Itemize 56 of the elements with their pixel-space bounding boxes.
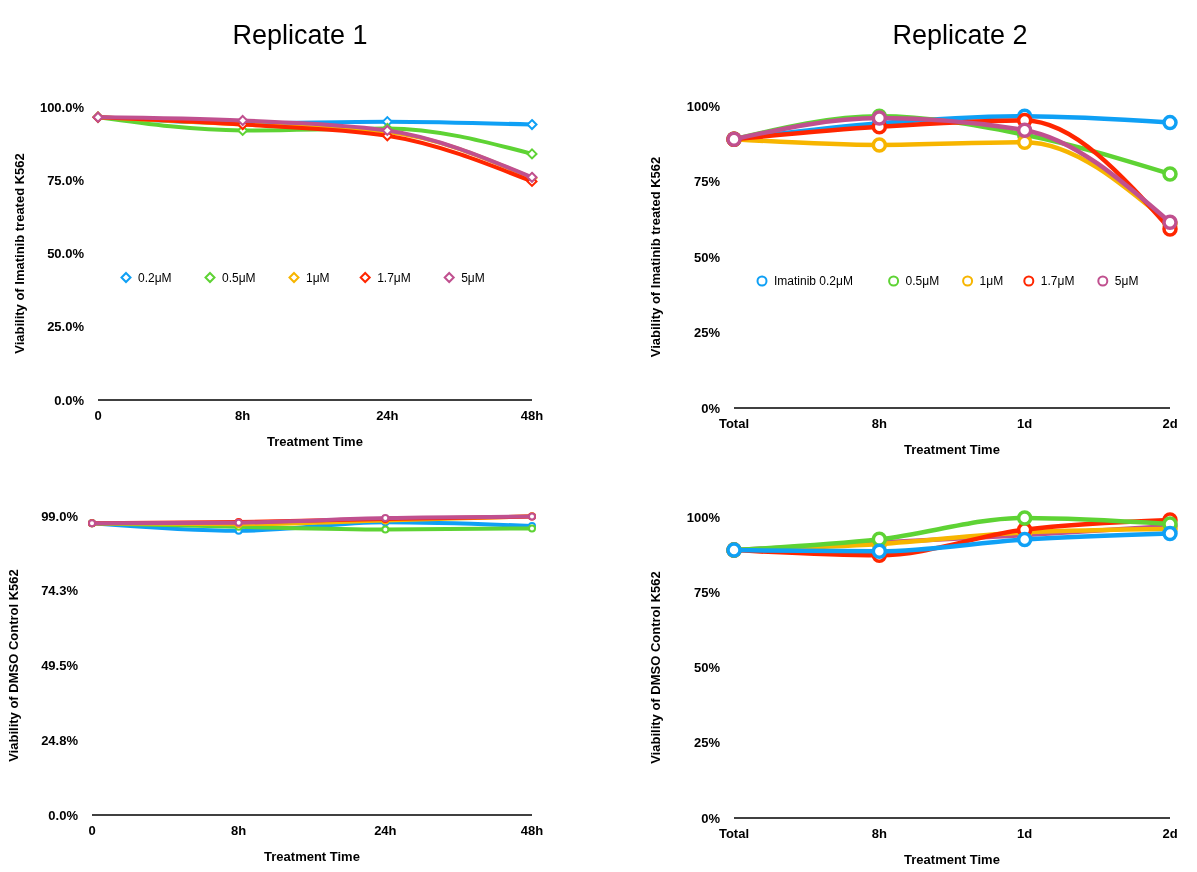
x-tick-label: 1d	[1017, 826, 1033, 841]
x-axis-title: Treatment Time	[267, 434, 363, 449]
y-tick-label: 25%	[693, 735, 721, 751]
x-tick-label: 8h	[235, 408, 251, 423]
x-tick-label: 8h	[231, 823, 247, 838]
y-tick-label: 50%	[693, 249, 721, 265]
x-tick-label: 8h	[871, 416, 887, 431]
chart-title: Replicate 2	[892, 20, 1028, 50]
x-tick-label: 48h	[520, 823, 544, 838]
y-tick-label: 74.3%	[41, 583, 79, 599]
legend-label: 0.5μM	[905, 274, 940, 289]
y-tick-label: 24.8%	[41, 732, 79, 748]
x-axis-title: Treatment Time	[264, 849, 360, 864]
y-axis-title: Viability of DMSO Control K562	[6, 569, 21, 762]
legend-label: 0.2μM	[138, 270, 172, 285]
y-tick-label: 100%	[686, 509, 721, 525]
y-tick-label: 100.0%	[39, 99, 85, 115]
y-tick-label: 99.0%	[41, 508, 79, 524]
legend-label: 5μM	[461, 270, 485, 285]
y-axis-title: Viability of Imatinib treated K562	[12, 153, 27, 354]
y-tick-label: 50%	[693, 660, 721, 676]
x-tick-label: 48h	[520, 408, 544, 423]
y-tick-label: 49.5%	[41, 658, 79, 674]
y-tick-label: 100%	[686, 98, 721, 114]
y-tick-label: 0.0%	[54, 392, 85, 408]
x-tick-label: 8h	[871, 826, 887, 841]
x-tick-label: 2d	[1162, 416, 1178, 431]
y-tick-label: 75%	[693, 584, 721, 600]
legend-label: 1μM	[979, 274, 1004, 289]
y-tick-label: 0%	[701, 810, 721, 826]
y-tick-label: 25.0%	[47, 319, 85, 335]
x-tick-label: Total	[718, 416, 750, 431]
legend-label: 1.7μM	[1040, 274, 1075, 289]
y-tick-label: 0%	[701, 400, 721, 416]
legend-label: 0.5μM	[222, 270, 256, 285]
x-axis-title: Treatment Time	[904, 442, 1000, 457]
x-tick-label: 2d	[1162, 826, 1178, 841]
x-tick-label: Total	[718, 826, 750, 841]
y-tick-label: 75.0%	[47, 172, 85, 188]
x-tick-label: 0	[88, 823, 96, 838]
y-tick-label: 50.0%	[47, 246, 85, 262]
y-tick-label: 25%	[693, 325, 721, 341]
legend-label: 1μM	[306, 270, 330, 285]
x-tick-label: 0	[94, 408, 102, 423]
x-tick-label: 1d	[1017, 416, 1033, 431]
y-axis-title: Viability of Imatinib treated K562	[648, 156, 663, 358]
legend-label: 1.7μM	[377, 270, 411, 285]
y-tick-label: 75%	[693, 174, 721, 190]
x-tick-label: 24h	[374, 823, 397, 838]
legend-label: Imatinib 0.2μM	[774, 274, 853, 289]
legend-label: 5μM	[1114, 274, 1139, 289]
y-tick-label: 0.0%	[48, 807, 79, 823]
x-tick-label: 24h	[376, 408, 399, 423]
x-axis-title: Treatment Time	[904, 852, 1000, 867]
chart-title: Replicate 1	[232, 20, 368, 50]
y-axis-title: Viability of DMSO Control K562	[648, 571, 663, 764]
